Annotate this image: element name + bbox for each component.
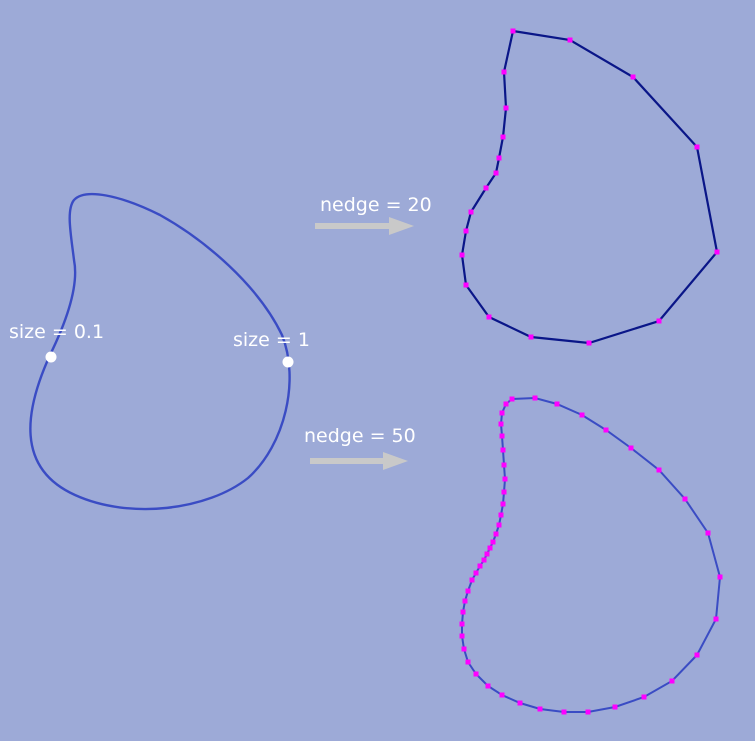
mesh-vertex [499,410,505,416]
arrow-coarse-group: nedge = 20 [315,194,432,235]
coarse-polygon [460,29,719,345]
mesh-vertex [477,563,483,569]
mesh-vertex [462,598,468,604]
mesh-vertex [469,577,475,583]
mesh-vertex [459,621,465,627]
mesh-vertex [586,340,592,346]
right-arrow-icon [315,217,414,235]
size-label-large: size = 1 [233,329,310,351]
size-label-small: size = 0.1 [9,321,104,343]
mesh-vertex [532,395,538,401]
mesh-vertex [567,37,573,43]
mesh-vertex [656,467,662,473]
mesh-vertex [554,401,560,407]
input-curve-group: size = 0.1 size = 1 [9,192,310,511]
mesh-vertex [500,501,506,507]
mesh-vertex [499,692,505,698]
mesh-vertex [500,447,506,453]
mesh-vertex [463,282,469,288]
coarse-vertices [459,28,720,346]
mesh-vertex [713,616,719,622]
fine-vertices [459,395,723,715]
mesh-vertex [694,144,700,150]
mesh-vertex [498,512,504,518]
mesh-vertex [561,709,567,715]
mesh-vertex [656,318,662,324]
mesh-vertex [461,646,467,652]
mesh-vertex [483,185,489,191]
mesh-vertex [460,609,466,615]
mesh-vertex [493,531,499,537]
mesh-vertex [517,700,523,706]
mesh-vertex [509,396,515,402]
input-curve [29,192,291,511]
right-arrow-icon [310,452,408,470]
size-point-small [45,351,57,363]
mesh-vertex [502,476,508,482]
mesh-vertex [498,421,504,427]
mesh-vertex [528,334,534,340]
mesh-vertex [714,249,720,255]
nedge-label-fine: nedge = 50 [304,425,416,447]
mesh-vertex [717,574,723,580]
mesh-vertex [465,659,471,665]
mesh-vertex [463,228,469,234]
mesh-vertex [500,134,506,140]
mesh-vertex [486,314,492,320]
mesh-vertex [669,678,675,684]
mesh-vertex [503,401,509,407]
mesh-vertex [493,170,499,176]
mesh-vertex [705,530,711,536]
mesh-vertex [487,545,493,551]
mesh-vertex [501,69,507,75]
mesh-vertex [579,412,585,418]
mesh-vertex [459,252,465,258]
mesh-vertex [468,209,474,215]
arrow-fine-group: nedge = 50 [304,425,416,470]
mesh-vertex [641,694,647,700]
mesh-vertex [630,74,636,80]
mesh-vertex [481,557,487,563]
mesh-vertex [682,496,688,502]
mesh-vertex [501,489,507,495]
fine-mesh-group [459,395,723,715]
mesh-vertex [499,433,505,439]
mesh-vertex [503,105,509,111]
nedge-label-coarse: nedge = 20 [320,194,432,216]
mesh-vertex [603,427,609,433]
mesh-vertex [490,539,496,545]
mesh-vertex [496,155,502,161]
mesh-vertex [484,551,490,557]
mesh-vertex [473,570,479,576]
mesh-vertex [694,652,700,658]
mesh-vertex [496,522,502,528]
mesh-vertex [612,704,618,710]
coarse-mesh-group [459,28,720,346]
mesh-vertex [473,671,479,677]
mesh-vertex [485,683,491,689]
mesh-vertex [585,709,591,715]
mesh-vertex [465,588,471,594]
mesh-vertex [537,706,543,712]
fine-polygon [461,396,722,713]
size-point-large [282,356,294,368]
mesh-vertex [510,28,516,34]
mesh-vertex [459,633,465,639]
mesh-vertex [628,445,634,451]
mesh-vertex [501,462,507,468]
